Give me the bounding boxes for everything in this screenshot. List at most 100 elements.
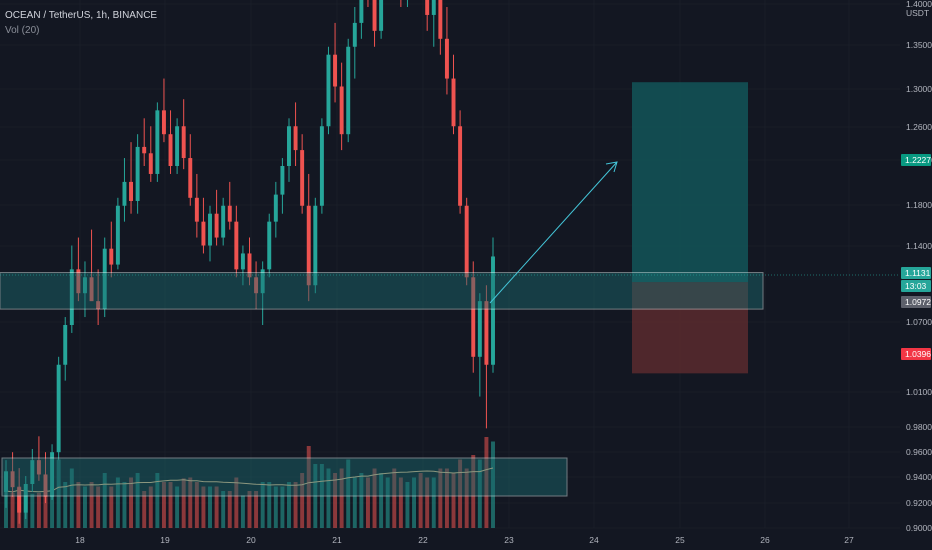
price-tick-label: 0.9600 <box>906 447 932 457</box>
volume-bar <box>188 477 193 528</box>
volume-bar <box>372 468 377 528</box>
volume-bar <box>43 489 48 528</box>
candle-body <box>82 277 87 294</box>
arrow-line <box>489 161 618 304</box>
chart-legend: OCEAN / TetherUS, 1h, BINANCE Vol (20) <box>5 8 157 38</box>
volume-bar <box>385 477 390 528</box>
candle-body <box>287 126 291 166</box>
candle-body <box>379 0 384 31</box>
volume-bar <box>102 473 107 528</box>
candle-body <box>273 194 278 222</box>
candle-body <box>188 158 193 198</box>
volume-bar <box>319 464 324 528</box>
volume-bar <box>267 482 272 528</box>
target-zone <box>632 82 748 283</box>
volume-bar <box>379 473 384 528</box>
volume-bar <box>63 482 68 528</box>
candle-body <box>76 269 81 294</box>
volume-bar <box>464 468 469 528</box>
candle-body <box>36 460 41 475</box>
time-tick-label: 19 <box>160 535 170 545</box>
candle-body <box>102 248 107 310</box>
candle-body <box>280 166 285 195</box>
volume-bar <box>10 492 15 528</box>
volume-bar <box>444 468 449 528</box>
time-tick-label: 26 <box>760 535 770 545</box>
volume-bar <box>36 492 41 528</box>
volume-bar <box>76 482 81 528</box>
volume-bar <box>491 441 495 528</box>
volume-label[interactable]: Vol (20) <box>5 25 40 36</box>
time-tick-label: 18 <box>75 535 85 545</box>
support-zone <box>0 272 764 310</box>
candle-body <box>254 277 259 294</box>
price-tag-bg <box>901 296 931 308</box>
volume-bar <box>293 482 298 528</box>
candle-body <box>221 205 226 238</box>
price-tick-label: 1.4000 <box>906 0 932 9</box>
volume-bar <box>451 473 456 528</box>
price-tag-bg <box>901 280 931 292</box>
stop-zone <box>632 282 748 374</box>
volume-bar <box>161 482 166 528</box>
candle-body <box>17 487 22 513</box>
volume-bar <box>398 477 403 528</box>
price-tag-current: 1.1131 <box>901 267 931 279</box>
candle-body <box>444 38 449 79</box>
volume-bar <box>82 486 87 528</box>
volume-bar <box>412 477 417 528</box>
price-tag-bg <box>901 154 931 166</box>
candle-body <box>293 126 298 151</box>
time-tick-label: 22 <box>418 535 428 545</box>
candle-body <box>333 54 338 87</box>
candle-body <box>43 474 48 497</box>
candle-body <box>491 256 495 365</box>
price-tick-label: 0.9400 <box>906 472 932 482</box>
price-tick-label: 0.9200 <box>906 498 932 508</box>
candle-body <box>194 197 199 222</box>
candle-body <box>69 269 74 325</box>
volume-bar <box>471 455 476 528</box>
volume-bar <box>425 477 430 528</box>
candle-body <box>89 277 94 302</box>
volume-bar <box>135 473 140 528</box>
price-tag-countdown: 13:03 <box>901 280 931 292</box>
volume-bar <box>109 486 114 528</box>
price-tick-label: 1.0700 <box>906 317 932 327</box>
price-tick-label: 1.1400 <box>906 241 932 251</box>
volume-bar <box>484 437 489 528</box>
time-tick-label: 25 <box>675 535 685 545</box>
volume-bar <box>339 468 344 528</box>
candle-series <box>4 0 495 524</box>
volume-bar <box>201 486 206 528</box>
candle-body <box>30 460 35 484</box>
volume-bar <box>477 459 482 528</box>
price-tick-label: 1.3500 <box>906 40 932 50</box>
candle-body <box>471 277 476 357</box>
volume-bar <box>405 482 410 528</box>
candle-body <box>313 205 318 286</box>
price-tag-label: 1.0396 <box>905 349 931 359</box>
volume-bar <box>96 486 101 528</box>
time-axis[interactable]: 18 19 20 21 22 23 24 25 26 27 <box>75 535 854 545</box>
zones-foreground <box>0 272 764 497</box>
candle-body <box>56 364 61 453</box>
candle-body <box>96 301 101 310</box>
volume-bar <box>306 446 311 528</box>
volume-bar <box>4 491 8 528</box>
symbol-label[interactable]: OCEAN / TetherUS, 1h, BINANCE <box>5 10 158 21</box>
volume-bar <box>234 477 239 528</box>
price-tick-label: 0.9000 <box>906 523 932 533</box>
volume-bar <box>148 486 153 528</box>
volume-bar <box>208 486 212 528</box>
candle-body <box>227 205 232 222</box>
volume-bar <box>122 482 127 528</box>
candle-body <box>359 0 364 23</box>
candle-body <box>208 213 212 246</box>
candle-body <box>458 126 463 206</box>
time-tick-label: 23 <box>504 535 514 545</box>
volume-bar <box>30 493 35 528</box>
price-axis[interactable]: 1.40001.35001.30001.26001.22001.18001.14… <box>906 0 932 533</box>
time-tick-label: 27 <box>844 535 854 545</box>
